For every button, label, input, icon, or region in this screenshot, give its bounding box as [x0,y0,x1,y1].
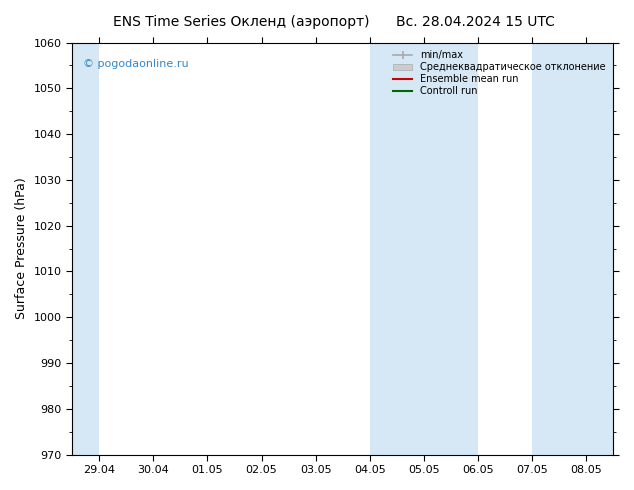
Bar [370,43,478,455]
Legend: min/max, Среднеквадратическое отклонение, Ensemble mean run, Controll run: min/max, Среднеквадратическое отклонение… [390,48,609,99]
Bar [72,43,99,455]
Y-axis label: Surface Pressure (hPa): Surface Pressure (hPa) [15,178,28,319]
Text: © pogodaonline.ru: © pogodaonline.ru [83,59,188,69]
Text: ENS Time Series Окленд (аэропорт): ENS Time Series Окленд (аэропорт) [113,15,369,29]
Bar [532,43,614,455]
Text: Вс. 28.04.2024 15 UTC: Вс. 28.04.2024 15 UTC [396,15,555,29]
